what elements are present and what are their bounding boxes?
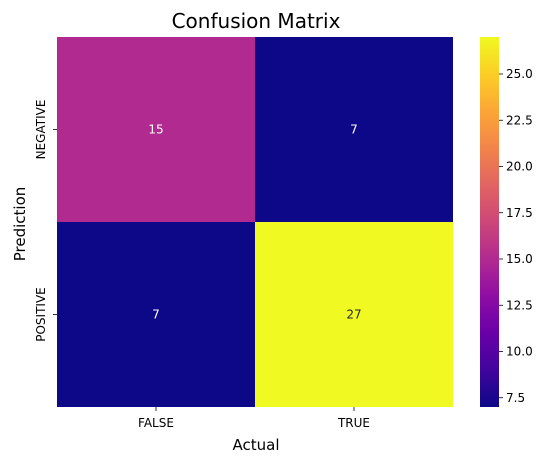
heatmap-cell: [255, 37, 453, 222]
heatmap-cell: [57, 37, 255, 222]
colorbar-tick-label: 17.5: [506, 206, 533, 220]
colorbar: [480, 37, 499, 407]
cell-value-label: 15: [148, 123, 163, 137]
y-axis-label: Prediction: [11, 187, 29, 262]
colorbar-tick-label: 7.5: [506, 391, 525, 405]
chart-title: Confusion Matrix: [172, 9, 341, 33]
colorbar-tick-label: 22.5: [506, 113, 533, 127]
heatmap-cell: [255, 222, 453, 407]
cell-value-label: 7: [350, 123, 358, 137]
colorbar-tick-label: 10.0: [506, 345, 533, 359]
x-tick-label: FALSE: [138, 416, 174, 430]
colorbar-tick-label: 25.0: [506, 67, 533, 81]
colorbar-tick-label: 20.0: [506, 160, 533, 174]
colorbar-tick-label: 15.0: [506, 252, 533, 266]
heatmap-cell: [57, 222, 255, 407]
colorbar-tick-label: 12.5: [506, 298, 533, 312]
x-tick-label: TRUE: [337, 416, 370, 430]
y-tick-label: POSITIVE: [34, 287, 48, 342]
cell-value-label: 27: [346, 308, 361, 322]
x-axis-label: Actual: [233, 436, 280, 454]
y-tick-label: NEGATIVE: [34, 100, 48, 160]
cell-value-label: 7: [152, 308, 160, 322]
